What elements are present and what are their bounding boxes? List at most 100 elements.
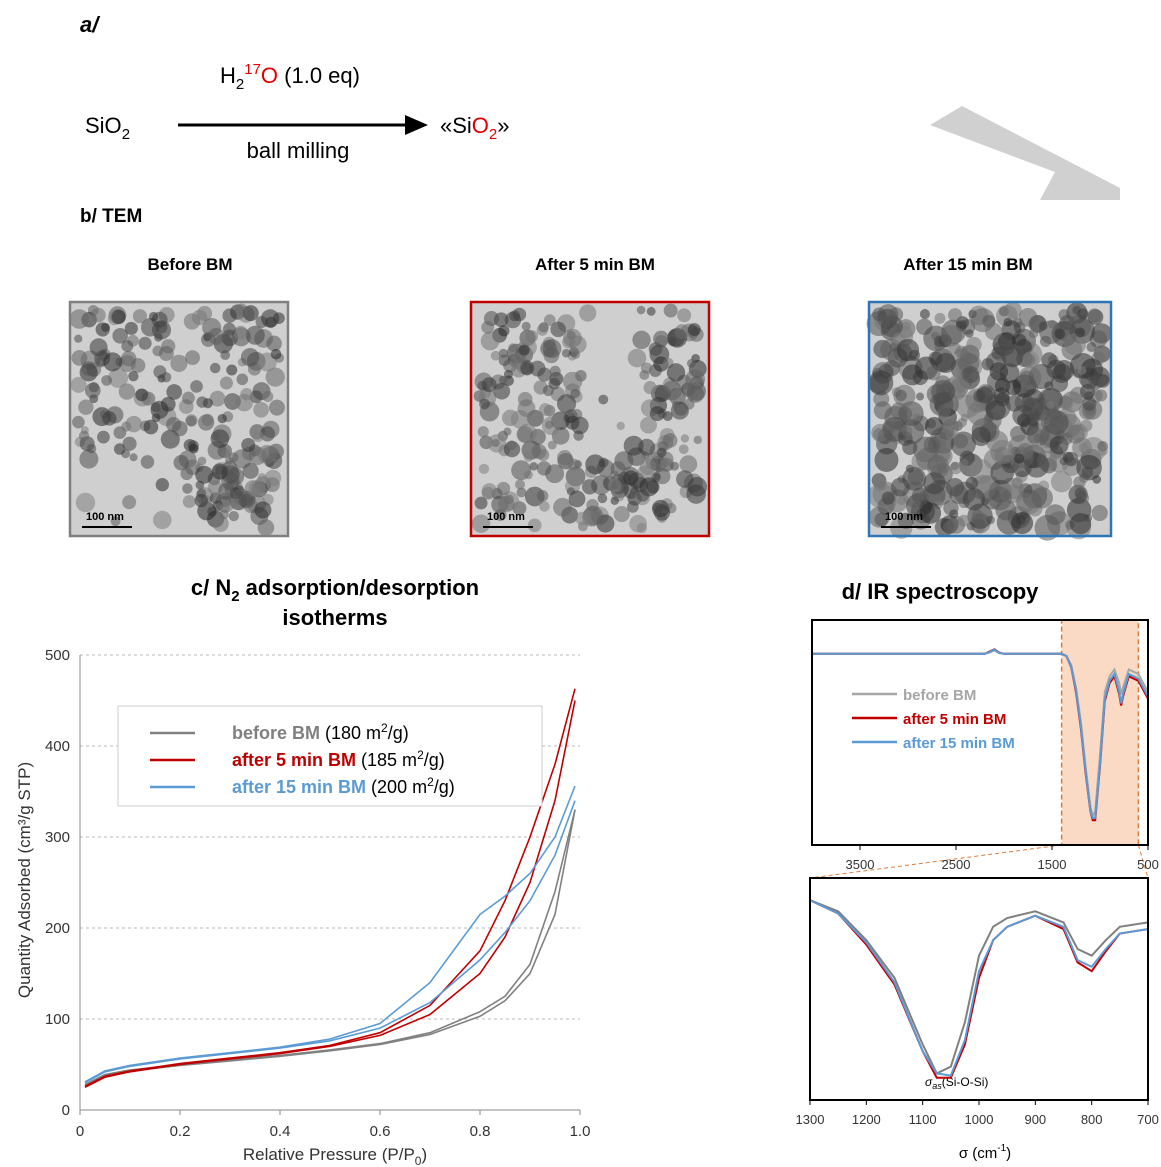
particle bbox=[662, 411, 673, 422]
particle bbox=[474, 496, 488, 510]
plot-frame bbox=[809, 877, 1149, 1101]
particle bbox=[874, 512, 889, 527]
desorption-line bbox=[84, 785, 576, 1083]
particle bbox=[941, 418, 959, 437]
particle bbox=[524, 470, 533, 480]
particle bbox=[686, 484, 706, 504]
particle bbox=[872, 428, 886, 441]
particle bbox=[160, 396, 176, 412]
particle bbox=[241, 437, 256, 452]
particle bbox=[627, 501, 639, 513]
particle bbox=[503, 369, 513, 379]
particle bbox=[1054, 328, 1066, 340]
particle bbox=[1039, 388, 1063, 412]
particle bbox=[111, 310, 126, 325]
legend-note: /g) bbox=[434, 777, 455, 797]
particle bbox=[627, 348, 647, 368]
particle bbox=[988, 486, 1012, 511]
particle bbox=[166, 384, 182, 400]
particle bbox=[516, 487, 527, 498]
particle bbox=[525, 329, 539, 343]
particle bbox=[1076, 454, 1102, 481]
chart-title: c/ N2 adsorption/desorption isotherms bbox=[191, 575, 479, 630]
image-border bbox=[68, 300, 290, 538]
particle bbox=[553, 497, 572, 517]
particle bbox=[180, 467, 194, 481]
particle bbox=[1087, 308, 1102, 323]
particle bbox=[962, 365, 980, 384]
particle bbox=[629, 514, 647, 533]
particle bbox=[935, 375, 951, 391]
particle bbox=[940, 324, 962, 347]
particle bbox=[956, 394, 980, 419]
panel-label: a/ bbox=[80, 12, 101, 37]
particle bbox=[245, 325, 265, 345]
legend-label: after 15 min BM (200 m2/g) bbox=[232, 775, 455, 797]
particle bbox=[616, 421, 625, 431]
particle bbox=[228, 511, 239, 522]
particle bbox=[183, 438, 196, 452]
x-axis-label: σ (cm-1) bbox=[959, 1143, 1011, 1162]
particle bbox=[1078, 442, 1089, 453]
legend-note: (185 m bbox=[356, 750, 417, 770]
particle bbox=[965, 329, 974, 338]
particle bbox=[926, 365, 941, 381]
particle bbox=[166, 416, 182, 433]
particle bbox=[539, 501, 550, 512]
reagent: H217O (1.0 eq) bbox=[220, 61, 360, 93]
particle bbox=[1041, 352, 1058, 368]
particle bbox=[686, 358, 696, 368]
particle bbox=[209, 390, 226, 407]
particle bbox=[1020, 406, 1040, 425]
particle bbox=[563, 328, 582, 348]
particle bbox=[670, 461, 680, 471]
legend-note: 2 bbox=[427, 775, 434, 789]
particle bbox=[547, 440, 557, 450]
legend-label: before BM bbox=[903, 687, 976, 704]
particle bbox=[150, 402, 161, 413]
particle bbox=[1070, 512, 1092, 535]
x-tick-label: 0.4 bbox=[270, 1123, 291, 1140]
x-tick-label: 500 bbox=[1137, 857, 1159, 872]
scale-bar-label: 100 nm bbox=[487, 511, 525, 523]
particle bbox=[873, 390, 890, 407]
particle bbox=[479, 398, 490, 410]
image-title: Before BM bbox=[147, 255, 232, 274]
particle bbox=[1052, 363, 1072, 384]
highlight-region bbox=[1060, 619, 1140, 846]
particle bbox=[209, 362, 221, 374]
particle bbox=[957, 417, 967, 428]
particle bbox=[541, 416, 561, 435]
particle bbox=[646, 480, 660, 494]
particle bbox=[248, 480, 266, 498]
x-tick-label: 0 bbox=[76, 1123, 84, 1140]
particle bbox=[646, 306, 656, 316]
particle bbox=[235, 303, 248, 317]
particle bbox=[78, 430, 90, 442]
particle bbox=[537, 448, 550, 462]
particle bbox=[517, 399, 536, 418]
particle bbox=[654, 468, 671, 485]
particle bbox=[653, 330, 670, 347]
particle bbox=[640, 416, 657, 434]
particle bbox=[571, 350, 581, 359]
particle bbox=[480, 331, 500, 351]
particle bbox=[636, 305, 646, 315]
particle bbox=[506, 440, 517, 451]
adsorption-line bbox=[809, 899, 1149, 1075]
particle bbox=[236, 373, 249, 386]
particle bbox=[262, 390, 274, 402]
particle bbox=[135, 388, 149, 402]
particle bbox=[78, 399, 94, 415]
particle bbox=[949, 509, 959, 519]
legend-label: after 15 min BM bbox=[903, 735, 1015, 752]
particle bbox=[219, 376, 233, 390]
particle bbox=[240, 348, 260, 367]
particle bbox=[536, 324, 548, 336]
particle bbox=[1075, 327, 1086, 338]
particle bbox=[498, 348, 508, 358]
arrow-head bbox=[405, 115, 428, 135]
particle bbox=[1031, 487, 1053, 509]
particle bbox=[527, 518, 542, 533]
